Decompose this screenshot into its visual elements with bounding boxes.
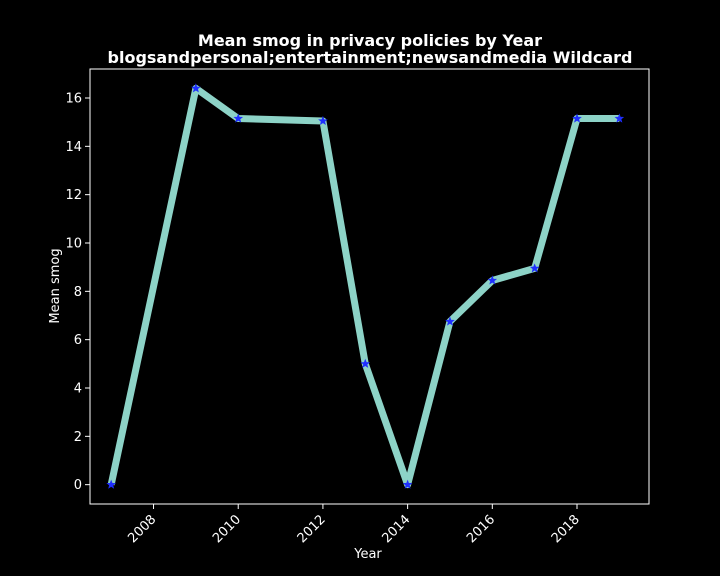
y-axis-ticks: 0 2 4 6 8 10 12 14 16 [65, 92, 90, 493]
y-axis-label: Mean smog [48, 248, 63, 323]
y-tick-label: 16 [65, 92, 82, 107]
y-tick-label: 14 [65, 140, 82, 155]
data-point-marker [402, 479, 413, 489]
data-point-marker [529, 263, 540, 273]
plot-area-frame [89, 68, 650, 505]
data-point-marker [233, 113, 244, 123]
data-point-marker [572, 113, 582, 123]
data-point-marker [318, 115, 328, 126]
y-tick-label: 2 [74, 430, 82, 445]
data-point-marker [191, 83, 201, 93]
x-axis-label: Year [353, 547, 382, 562]
data-point-marker [487, 275, 498, 285]
y-tick-label: 8 [74, 285, 82, 300]
y-tick-label: 4 [74, 382, 82, 397]
data-point-marker [614, 113, 625, 123]
marker-group [106, 83, 625, 489]
data-point-marker [445, 316, 455, 326]
data-point-marker [106, 479, 116, 489]
chart-title-line-2: blogsandpersonal;entertainment;newsandme… [108, 48, 633, 67]
y-tick-label: 12 [65, 188, 82, 203]
y-tick-label: 6 [74, 333, 82, 348]
data-point-marker [360, 358, 371, 368]
chart-title-line-1: Mean smog in privacy policies by Year [198, 31, 542, 50]
y-tick-label: 0 [74, 478, 82, 493]
y-tick-label: 10 [65, 237, 82, 252]
